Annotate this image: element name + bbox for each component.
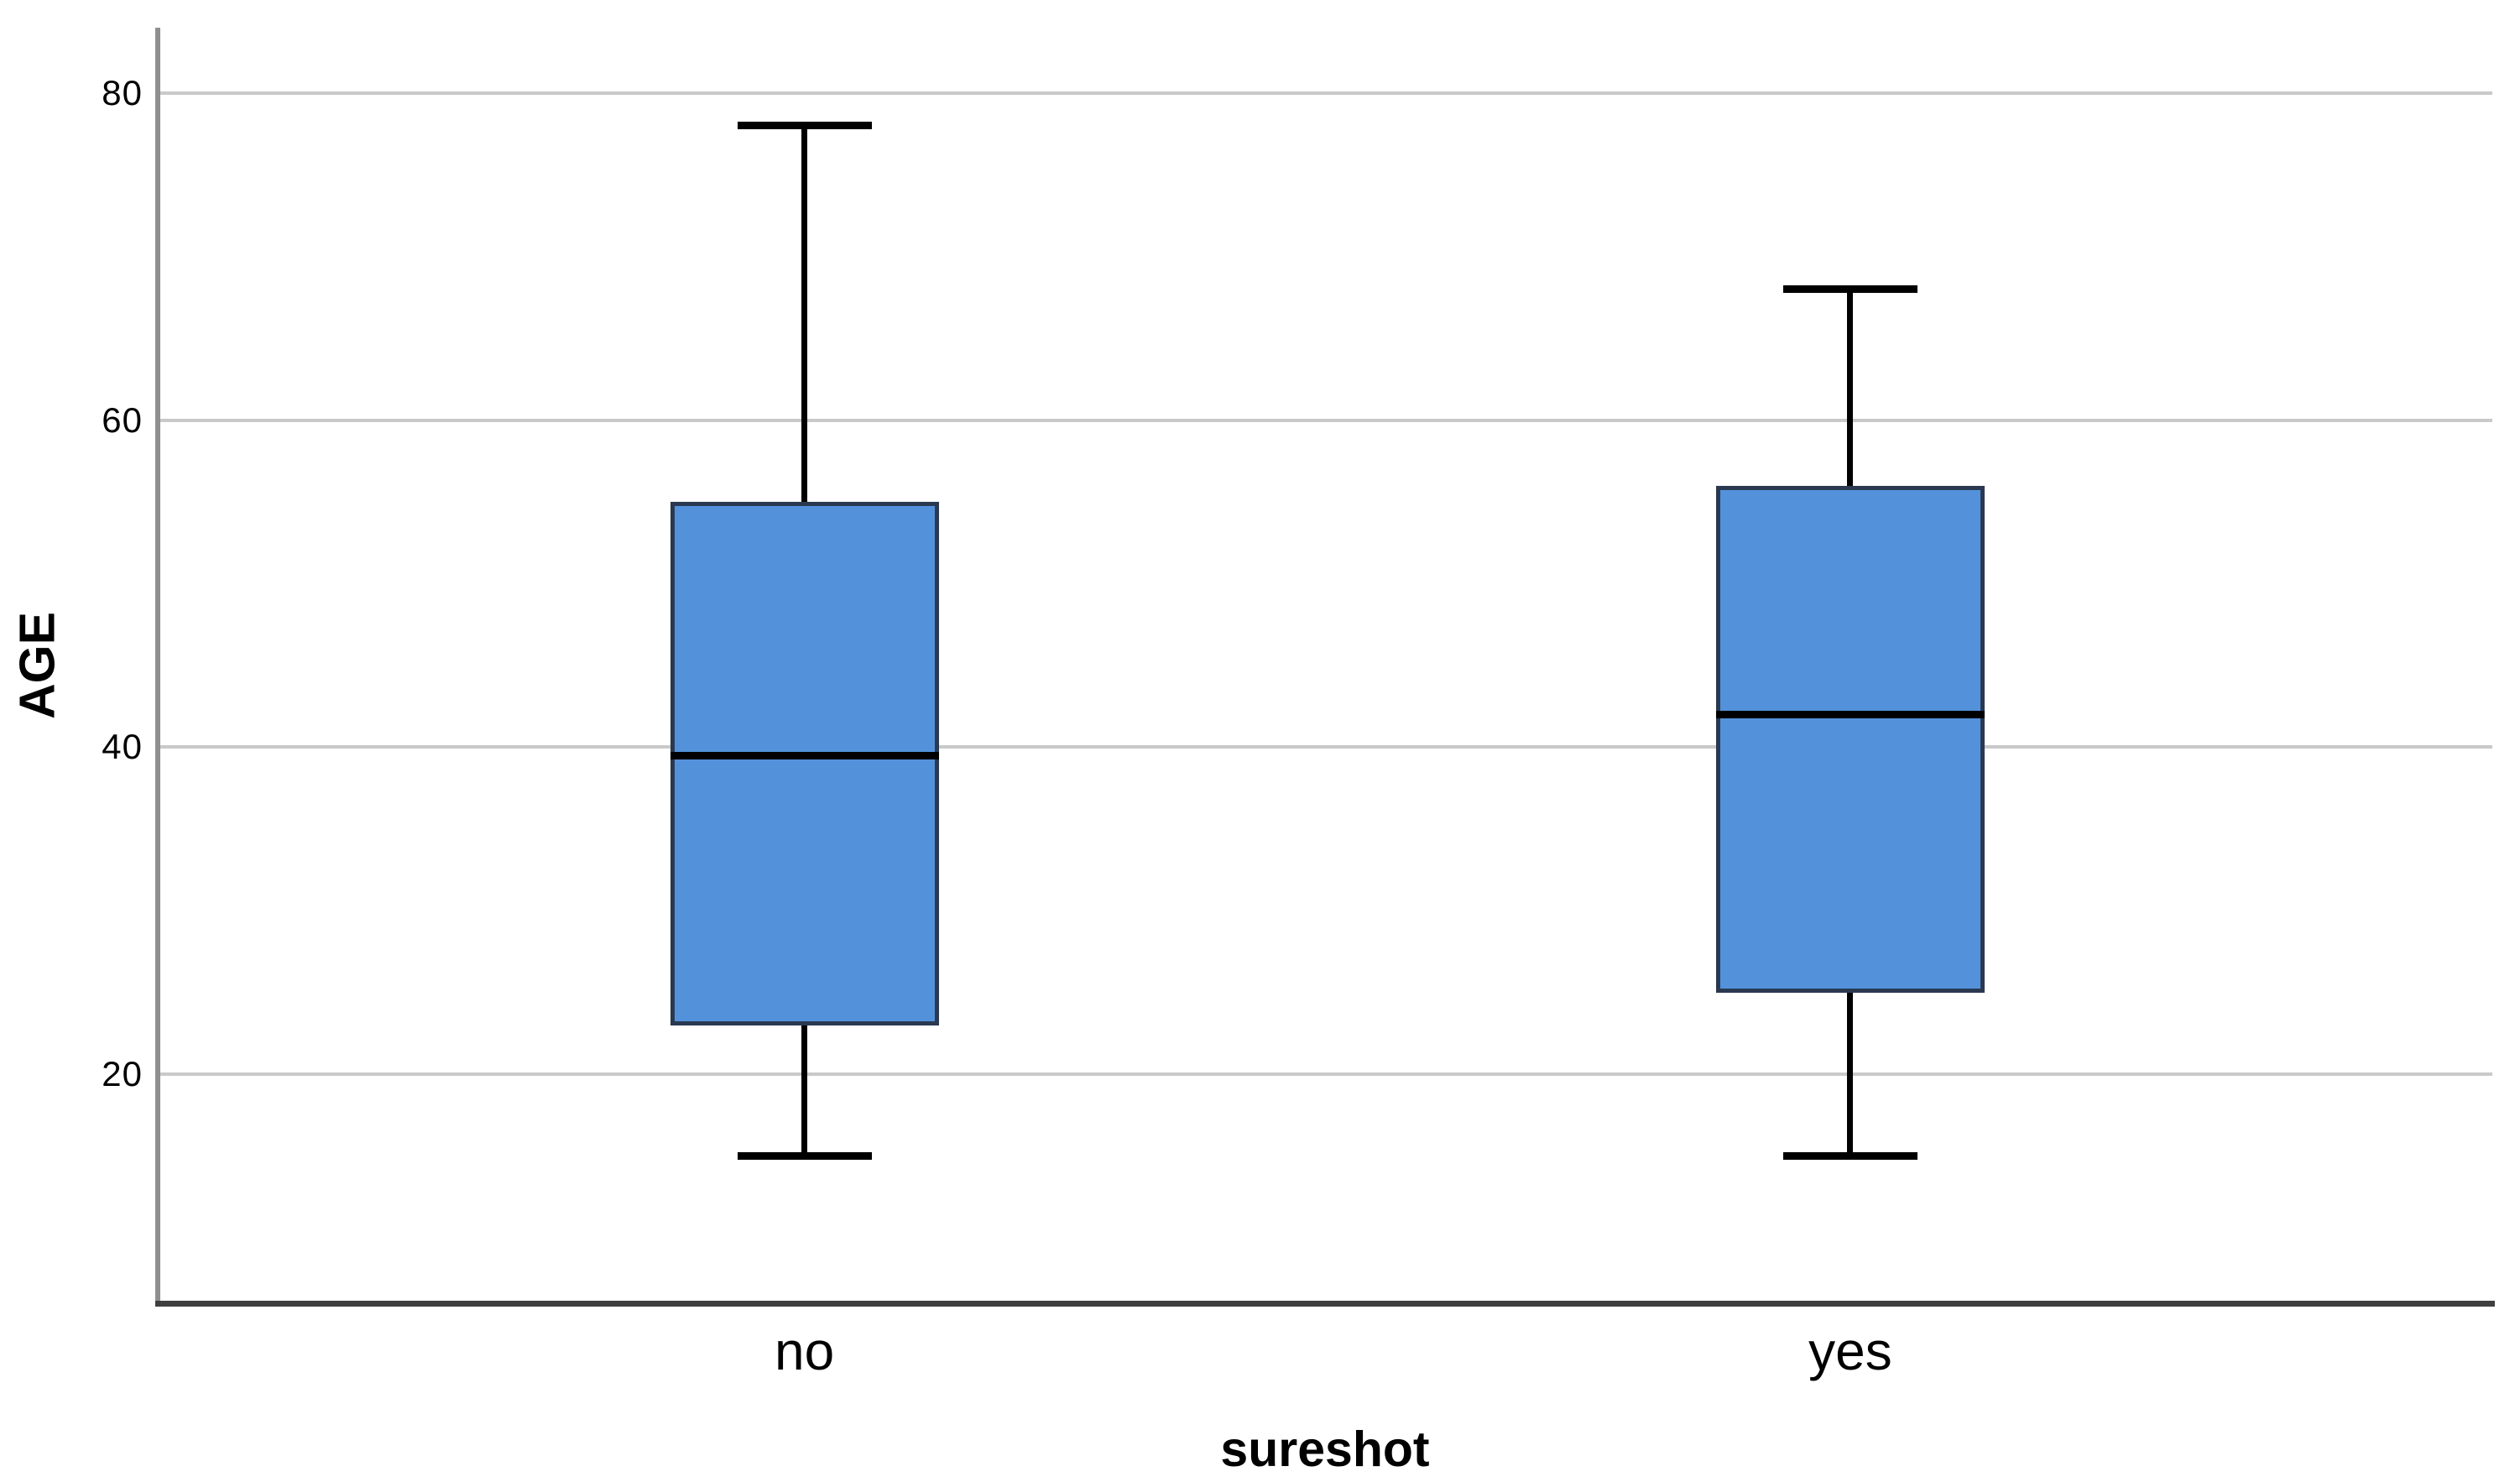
y-tick-label: 60 bbox=[102, 399, 143, 440]
plot-area bbox=[158, 28, 2492, 1303]
y-tick-label: 20 bbox=[102, 1054, 143, 1094]
y-tick-label: 40 bbox=[102, 727, 143, 767]
whisker-cap-upper bbox=[1782, 285, 1917, 294]
whisker-upper-stem bbox=[1847, 289, 1854, 486]
y-axis-line bbox=[155, 28, 160, 1307]
gridline bbox=[158, 418, 2492, 422]
iqr-box bbox=[1715, 485, 1985, 993]
gridline bbox=[158, 1072, 2492, 1077]
y-axis-title: AGE bbox=[9, 612, 65, 719]
y-tick-label: 80 bbox=[102, 72, 143, 112]
whisker-cap-lower bbox=[737, 1152, 872, 1161]
x-category-label-yes: yes bbox=[1808, 1321, 1892, 1381]
whisker-upper-stem bbox=[801, 125, 808, 503]
whisker-lower-stem bbox=[801, 1025, 808, 1156]
iqr-box bbox=[670, 502, 939, 1025]
whisker-cap-upper bbox=[737, 122, 872, 130]
median-line bbox=[670, 751, 939, 759]
median-line bbox=[1715, 710, 1985, 718]
x-category-label-no: no bbox=[775, 1321, 835, 1381]
gridline bbox=[158, 91, 2492, 95]
gridline bbox=[158, 745, 2492, 749]
whisker-lower-stem bbox=[1847, 992, 1854, 1156]
x-axis-line bbox=[155, 1301, 2495, 1307]
x-axis-title: sureshot bbox=[1220, 1422, 1430, 1477]
whisker-cap-lower bbox=[1782, 1152, 1917, 1161]
